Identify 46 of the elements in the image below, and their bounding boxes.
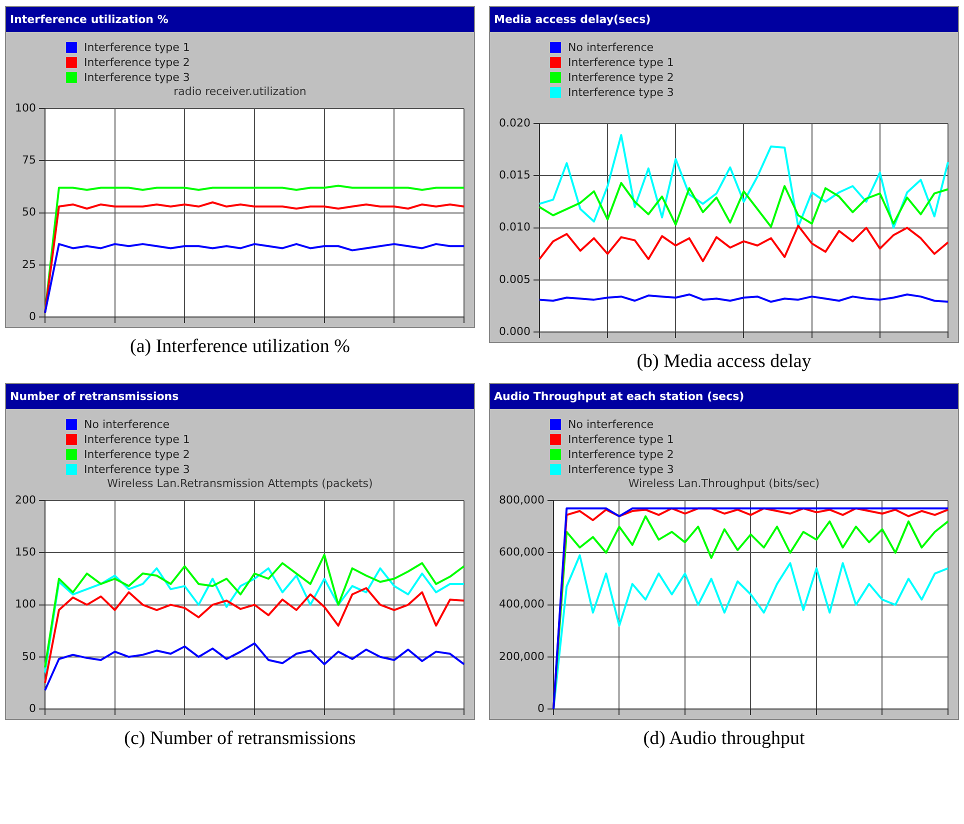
text: (b) Media access delay	[636, 351, 812, 374]
chart-subtitle: Wireless Lan.Retransmission Attempts (packets)	[106, 477, 374, 491]
chart-title: Interference utilization %	[6, 7, 474, 32]
chart-subtitle: Wireless Lan.Throughput (bits/sec)	[627, 477, 821, 491]
chart-title: Audio Throughput at each station (secs)	[490, 384, 958, 409]
y-tick-label: 0.000	[498, 324, 530, 338]
y-tick-label: 600,000	[498, 546, 544, 559]
y-tick-label: 200,000	[498, 650, 544, 663]
text: (a) Interference utilization %	[130, 336, 350, 359]
legend-label: Interference type 1	[568, 55, 674, 70]
y-tick-label: 800,000	[498, 493, 544, 506]
chart-title: Media access delay(secs)	[490, 7, 958, 32]
y-tick-label: 0.015	[498, 168, 530, 182]
y-tick-label: 200	[14, 493, 36, 506]
legend-label: Interference type 2	[568, 447, 674, 462]
legend-label: Interference type 2	[568, 70, 674, 85]
legend-label: Interference type 3	[84, 70, 190, 85]
legend-label: Interference type 1	[84, 432, 190, 447]
legend-label: Interference type 1	[84, 40, 190, 55]
legend-label: Interference type 2	[84, 447, 190, 462]
legend-label: Interference type 3	[568, 462, 674, 477]
text: (d) Audio throughput	[643, 728, 805, 751]
y-tick-label: 50	[22, 206, 36, 219]
y-tick-label: 75	[22, 154, 36, 167]
legend-label: Interference type 1	[568, 432, 674, 447]
y-tick-label: 0	[28, 310, 36, 323]
y-tick-label: 50	[22, 650, 36, 663]
legend-label: Interference type 3	[568, 85, 674, 100]
chart-subtitle: radio receiver.utilization	[172, 85, 308, 99]
legend-label: No interference	[84, 417, 170, 432]
y-tick-label: 100	[14, 101, 36, 114]
y-tick-label: 150	[14, 546, 36, 559]
y-tick-label: 0.020	[498, 116, 530, 130]
legend-label: No interference	[568, 417, 654, 432]
text: (c) Number of retransmissions	[124, 728, 356, 751]
chart-title: Number of retransmissions	[6, 384, 474, 409]
y-tick-label: 0.005	[498, 272, 530, 286]
y-tick-label: 0.010	[498, 220, 530, 234]
y-tick-label: 0	[537, 702, 544, 715]
y-tick-label: 400,000	[498, 598, 544, 611]
legend-label: Interference type 2	[84, 55, 190, 70]
y-tick-label: 100	[14, 598, 36, 611]
legend-label: No interference	[568, 40, 654, 55]
y-tick-label: 25	[22, 258, 36, 271]
y-tick-label: 0	[28, 702, 36, 715]
legend-label: Interference type 3	[84, 462, 190, 477]
